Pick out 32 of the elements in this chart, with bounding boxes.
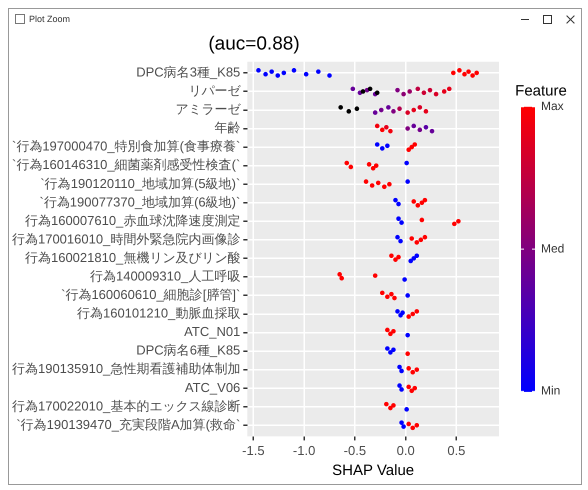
y-tick-label: `行為190139470_充実段階A加算(救命` [16,416,240,432]
x-tick-label: 0.0 [396,442,415,458]
x-tick-label: -1.5 [242,442,265,458]
y-tick-label: ATC_N01 [184,324,240,340]
text: Plot Zoom [29,14,70,24]
y-tick-label: リパーゼ [188,83,242,98]
y-tick-label: `行為190120110_地域加算(5級地)` [40,176,240,191]
y-tick-label: `行為197000470_特別食加算(食事療養` [12,138,240,154]
y-tick-label: DPC病名3種_K85 [136,64,240,80]
y-tick-label: DPC病名6種_K85 [136,342,240,358]
x-tick-label: -0.5 [344,442,366,458]
y-tick-label: 年齢 [214,120,240,136]
color-bar-title: Feature [515,82,567,100]
y-tick-label: 行為190135910_急性期看護補助体制加 [12,361,240,376]
y-tick-label: `行為190077370_地域加算(6級地)` [39,194,240,210]
chart-title: (auc=0.88) [208,34,300,55]
x-tick-label: 0.5 [447,442,466,458]
x-tick-label: -1.0 [292,442,316,458]
x-axis-title: SHAP Value [332,462,414,480]
y-tick-label: 行為160101210_動脈血採取 [76,306,240,321]
y-tick-label: 行為160021810_無機リン及びリン酸 [24,250,240,265]
y-tick-label: 行為170022010_基本的エックス線診断 [12,398,240,414]
y-tick-label: 行為170016010_時間外緊急院内画像診 [12,231,240,246]
y-tick-label: `行為160146310_細菌薬剤感受性検査(` [12,157,240,172]
color-bar-label: Max [541,99,564,114]
y-tick-label: `行為160060610_細胞診[膵管]` [61,287,240,302]
color-bar-label: Min [541,384,560,398]
color-bar-label: Med [541,241,564,256]
y-tick-label: アミラーゼ [175,102,242,117]
y-tick-label: 行為140009310_人工呼吸 [90,268,240,284]
y-tick-label: 行為160007610_赤血球沈降速度測定 [24,212,240,228]
y-tick-label: ATC_V06 [184,380,240,395]
